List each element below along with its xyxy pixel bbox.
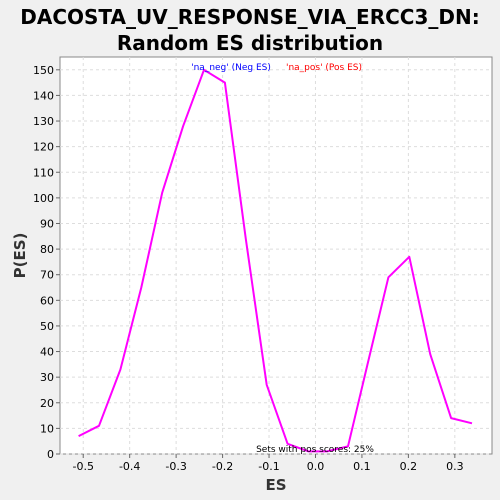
x-tick-label: 0.0 (307, 460, 325, 473)
y-tick-label: 150 (33, 64, 54, 77)
series-line (78, 68, 473, 453)
y-tick-label: 10 (40, 422, 54, 435)
x-tick-label: -0.2 (212, 460, 233, 473)
legend: 'na_neg' (Neg ES) 'na_pos' (Pos ES) (191, 63, 362, 73)
y-tick-label: 130 (33, 115, 54, 128)
series-layer (78, 68, 473, 453)
plot-area (59, 56, 493, 455)
y-tick-label: 0 (47, 448, 54, 461)
x-tick-label: 0.1 (353, 460, 371, 473)
x-tick-label: -0.5 (72, 460, 93, 473)
x-axis-label: ES (265, 476, 286, 494)
y-tick-label: 60 (40, 294, 54, 307)
legend-entry: 'na_neg' (Neg ES) (191, 63, 271, 73)
y-tick-label: 40 (40, 346, 54, 359)
y-tick-label: 70 (40, 269, 54, 282)
y-tick-label: 100 (33, 192, 54, 205)
title-line-2: Random ES distribution (116, 31, 384, 55)
y-tick-label: 30 (40, 371, 54, 384)
legend-entry: 'na_pos' (Pos ES) (286, 63, 362, 73)
y-tick-label: 120 (33, 141, 54, 154)
y-tick-label: 80 (40, 243, 54, 256)
x-tick-label: -0.3 (165, 460, 186, 473)
y-tick-label: 90 (40, 217, 54, 230)
chart-title: DACOSTA_UV_RESPONSE_VIA_ERCC3_DN: Random… (0, 4, 500, 56)
title-line-1: DACOSTA_UV_RESPONSE_VIA_ERCC3_DN: (20, 5, 480, 29)
y-tick-label: 20 (40, 397, 54, 410)
x-tick-label: 0.2 (400, 460, 418, 473)
axes: 0 10 20 30 40 50 60 70 80 90 100 110 120 130 140 150 -0.… (33, 64, 464, 473)
x-tick-label: -0.4 (119, 460, 140, 473)
x-tick-label: -0.1 (258, 460, 279, 473)
y-tick-label: 140 (33, 89, 54, 102)
y-axis-label: P(ES) (11, 233, 29, 279)
annotation: Sets with pos scores: 25% (256, 445, 374, 455)
y-tick-label: 50 (40, 320, 54, 333)
x-tick-label: 0.3 (446, 460, 464, 473)
y-tick-label: 110 (33, 166, 54, 179)
